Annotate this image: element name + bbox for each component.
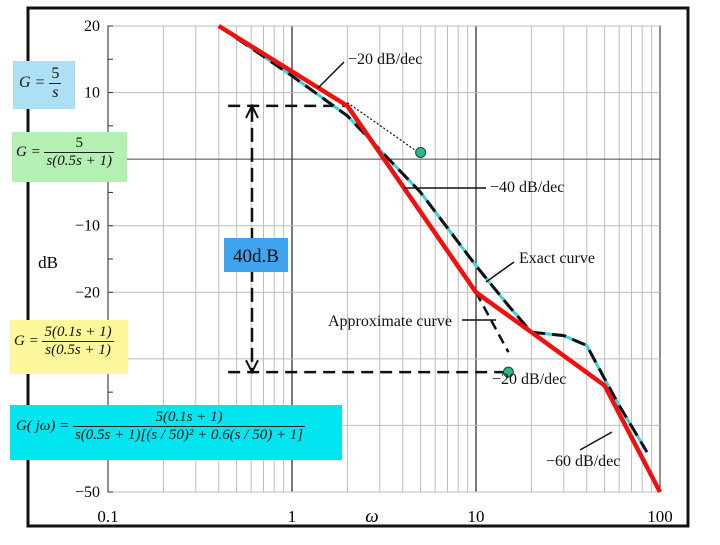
asymptote-guide — [347, 102, 416, 151]
annotation-approximate: Approximate curve — [328, 313, 452, 330]
annotation-minus20-bottom: −20 dB/dec — [492, 371, 566, 388]
outer-frame — [26, 6, 690, 528]
marker-point-2 — [502, 366, 514, 378]
y-tick-label: 20 — [84, 18, 100, 35]
annotation-arrow-exact — [485, 261, 515, 283]
series-approximate-line — [217, 24, 662, 494]
formula-g-full: G( jω) = 5(0.1s + 1) s(0.5s + 1)[(s / 50)… — [10, 405, 342, 460]
x-axis-label: ω — [365, 506, 378, 527]
series-extension-line — [474, 291, 510, 353]
y-axis-label: dB — [38, 253, 58, 272]
x-tick-label: 1 — [288, 507, 297, 526]
series-exact-line — [217, 24, 649, 453]
formula-g-lead: G = 5(0.1s + 1) s(0.5s + 1) — [10, 320, 128, 374]
marker-point-1 — [415, 146, 427, 158]
formula-g-first-order: G = 5 s(0.5s + 1) — [12, 132, 127, 182]
gap-label: 40d.B — [233, 246, 279, 267]
y-tick-label: −20 — [75, 284, 100, 301]
annotation-arrow-minus60 — [579, 431, 613, 451]
y-tick-label: −10 — [75, 218, 100, 235]
annotation-arrow-minus20-top — [317, 61, 345, 89]
x-tick-label: 0.1 — [97, 507, 118, 526]
annotation-minus20-top: −20 dB/dec — [348, 51, 422, 68]
x-tick-label: 100 — [647, 507, 673, 526]
annotation-exact: Exact curve — [519, 250, 595, 267]
y-tick-label: −50 — [75, 484, 100, 501]
gap-label-box — [224, 238, 288, 272]
gap-arrowhead-bottom — [245, 359, 259, 375]
y-tick-label: 10 — [84, 85, 100, 102]
annotation-minus60: −60 dB/dec — [546, 453, 620, 470]
gap-arrowhead-top — [245, 103, 259, 119]
annotation-minus40: −40 dB/dec — [490, 179, 564, 196]
x-tick-label: 10 — [468, 507, 485, 526]
